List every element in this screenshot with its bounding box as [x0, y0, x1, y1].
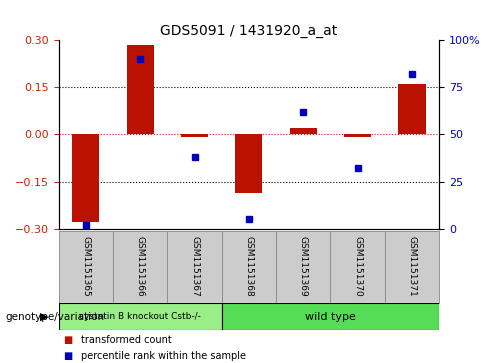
Bar [113, 231, 167, 303]
Bar [344, 134, 371, 138]
Text: ■: ■ [63, 351, 73, 362]
Bar [276, 231, 330, 303]
Bar [290, 128, 317, 134]
Text: GSM1151366: GSM1151366 [136, 236, 144, 297]
Text: percentile rank within the sample: percentile rank within the sample [81, 351, 245, 362]
Text: GSM1151368: GSM1151368 [244, 236, 253, 297]
Text: GSM1151369: GSM1151369 [299, 236, 308, 297]
Text: ▶: ▶ [41, 312, 49, 322]
Text: wild type: wild type [305, 312, 356, 322]
Text: ■: ■ [63, 335, 73, 346]
Bar [126, 45, 154, 134]
Bar [330, 231, 385, 303]
Bar [385, 231, 439, 303]
Bar [398, 84, 426, 134]
Bar [72, 134, 100, 223]
Text: cystatin B knockout Cstb-/-: cystatin B knockout Cstb-/- [79, 312, 201, 321]
Text: GSM1151370: GSM1151370 [353, 236, 362, 297]
Text: GSM1151365: GSM1151365 [81, 236, 90, 297]
Bar [222, 231, 276, 303]
Bar [222, 303, 439, 330]
Bar [59, 303, 222, 330]
Text: GSM1151371: GSM1151371 [407, 236, 417, 297]
Text: genotype/variation: genotype/variation [5, 312, 104, 322]
Bar [167, 231, 222, 303]
Bar [181, 134, 208, 138]
Text: transformed count: transformed count [81, 335, 171, 346]
Title: GDS5091 / 1431920_a_at: GDS5091 / 1431920_a_at [160, 24, 338, 37]
Bar [59, 231, 113, 303]
Bar [235, 134, 263, 192]
Text: GSM1151367: GSM1151367 [190, 236, 199, 297]
